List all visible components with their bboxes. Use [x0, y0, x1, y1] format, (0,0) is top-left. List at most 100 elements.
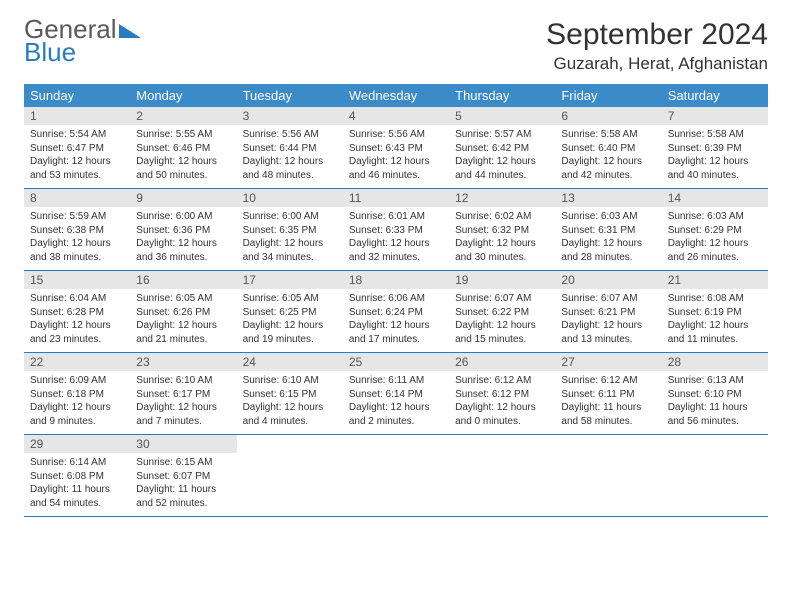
calendar-body: 1Sunrise: 5:54 AMSunset: 6:47 PMDaylight… — [24, 107, 768, 517]
day-cell: 4Sunrise: 5:56 AMSunset: 6:43 PMDaylight… — [343, 107, 449, 189]
day-details: Sunrise: 6:08 AMSunset: 6:19 PMDaylight:… — [662, 289, 768, 352]
day-number: 20 — [555, 271, 661, 289]
day-header: Monday — [130, 84, 236, 107]
day-number: 15 — [24, 271, 130, 289]
day-number: 4 — [343, 107, 449, 125]
day-header: Saturday — [662, 84, 768, 107]
day-cell: 16Sunrise: 6:05 AMSunset: 6:26 PMDayligh… — [130, 271, 236, 353]
logo-blue: Blue — [24, 37, 76, 67]
day-details: Sunrise: 6:00 AMSunset: 6:35 PMDaylight:… — [237, 207, 343, 270]
day-details: Sunrise: 6:09 AMSunset: 6:18 PMDaylight:… — [24, 371, 130, 434]
day-cell: .. — [449, 435, 555, 517]
day-header: Sunday — [24, 84, 130, 107]
day-cell: 6Sunrise: 5:58 AMSunset: 6:40 PMDaylight… — [555, 107, 661, 189]
day-cell: 27Sunrise: 6:12 AMSunset: 6:11 PMDayligh… — [555, 353, 661, 435]
day-cell: 1Sunrise: 5:54 AMSunset: 6:47 PMDaylight… — [24, 107, 130, 189]
header: General Blue September 2024 Guzarah, Her… — [24, 18, 768, 74]
day-number: 1 — [24, 107, 130, 125]
day-number: 25 — [343, 353, 449, 371]
day-cell: 5Sunrise: 5:57 AMSunset: 6:42 PMDaylight… — [449, 107, 555, 189]
day-details: Sunrise: 6:04 AMSunset: 6:28 PMDaylight:… — [24, 289, 130, 352]
day-header: Tuesday — [237, 84, 343, 107]
day-cell: 15Sunrise: 6:04 AMSunset: 6:28 PMDayligh… — [24, 271, 130, 353]
day-number: 7 — [662, 107, 768, 125]
day-cell: 13Sunrise: 6:03 AMSunset: 6:31 PMDayligh… — [555, 189, 661, 271]
day-cell: .. — [555, 435, 661, 517]
day-details: Sunrise: 6:06 AMSunset: 6:24 PMDaylight:… — [343, 289, 449, 352]
day-details: Sunrise: 5:58 AMSunset: 6:40 PMDaylight:… — [555, 125, 661, 188]
day-details: Sunrise: 5:56 AMSunset: 6:43 PMDaylight:… — [343, 125, 449, 188]
day-cell: 22Sunrise: 6:09 AMSunset: 6:18 PMDayligh… — [24, 353, 130, 435]
page-title: September 2024 — [546, 18, 768, 52]
calendar-row: 22Sunrise: 6:09 AMSunset: 6:18 PMDayligh… — [24, 353, 768, 435]
day-details: Sunrise: 5:54 AMSunset: 6:47 PMDaylight:… — [24, 125, 130, 188]
day-number: 18 — [343, 271, 449, 289]
day-cell: .. — [237, 435, 343, 517]
day-header: Thursday — [449, 84, 555, 107]
day-cell: 14Sunrise: 6:03 AMSunset: 6:29 PMDayligh… — [662, 189, 768, 271]
day-cell: .. — [662, 435, 768, 517]
day-number: 26 — [449, 353, 555, 371]
day-number: 12 — [449, 189, 555, 207]
day-header: Wednesday — [343, 84, 449, 107]
day-number: 27 — [555, 353, 661, 371]
day-cell: 11Sunrise: 6:01 AMSunset: 6:33 PMDayligh… — [343, 189, 449, 271]
day-details: Sunrise: 5:56 AMSunset: 6:44 PMDaylight:… — [237, 125, 343, 188]
day-number: 21 — [662, 271, 768, 289]
calendar-row: 15Sunrise: 6:04 AMSunset: 6:28 PMDayligh… — [24, 271, 768, 353]
day-cell: 19Sunrise: 6:07 AMSunset: 6:22 PMDayligh… — [449, 271, 555, 353]
day-cell: 21Sunrise: 6:08 AMSunset: 6:19 PMDayligh… — [662, 271, 768, 353]
day-details: Sunrise: 6:01 AMSunset: 6:33 PMDaylight:… — [343, 207, 449, 270]
day-number: 19 — [449, 271, 555, 289]
day-cell: 8Sunrise: 5:59 AMSunset: 6:38 PMDaylight… — [24, 189, 130, 271]
calendar-head: SundayMondayTuesdayWednesdayThursdayFrid… — [24, 84, 768, 107]
day-number: 3 — [237, 107, 343, 125]
title-block: September 2024 Guzarah, Herat, Afghanist… — [546, 18, 768, 74]
day-details: Sunrise: 5:55 AMSunset: 6:46 PMDaylight:… — [130, 125, 236, 188]
day-details: Sunrise: 5:57 AMSunset: 6:42 PMDaylight:… — [449, 125, 555, 188]
day-cell: 24Sunrise: 6:10 AMSunset: 6:15 PMDayligh… — [237, 353, 343, 435]
day-cell: 7Sunrise: 5:58 AMSunset: 6:39 PMDaylight… — [662, 107, 768, 189]
day-number: 9 — [130, 189, 236, 207]
day-cell: 30Sunrise: 6:15 AMSunset: 6:07 PMDayligh… — [130, 435, 236, 517]
day-cell: 29Sunrise: 6:14 AMSunset: 6:08 PMDayligh… — [24, 435, 130, 517]
day-number: 14 — [662, 189, 768, 207]
day-details: Sunrise: 6:13 AMSunset: 6:10 PMDaylight:… — [662, 371, 768, 434]
calendar-row: 29Sunrise: 6:14 AMSunset: 6:08 PMDayligh… — [24, 435, 768, 517]
day-cell: 17Sunrise: 6:05 AMSunset: 6:25 PMDayligh… — [237, 271, 343, 353]
day-number: 29 — [24, 435, 130, 453]
day-number: 6 — [555, 107, 661, 125]
day-cell: 12Sunrise: 6:02 AMSunset: 6:32 PMDayligh… — [449, 189, 555, 271]
day-cell: 3Sunrise: 5:56 AMSunset: 6:44 PMDaylight… — [237, 107, 343, 189]
day-number: 22 — [24, 353, 130, 371]
location: Guzarah, Herat, Afghanistan — [546, 54, 768, 74]
day-details: Sunrise: 5:58 AMSunset: 6:39 PMDaylight:… — [662, 125, 768, 188]
day-cell: 28Sunrise: 6:13 AMSunset: 6:10 PMDayligh… — [662, 353, 768, 435]
day-cell: 25Sunrise: 6:11 AMSunset: 6:14 PMDayligh… — [343, 353, 449, 435]
day-details: Sunrise: 6:03 AMSunset: 6:29 PMDaylight:… — [662, 207, 768, 270]
day-details: Sunrise: 6:12 AMSunset: 6:11 PMDaylight:… — [555, 371, 661, 434]
day-cell: .. — [343, 435, 449, 517]
day-number: 23 — [130, 353, 236, 371]
day-details: Sunrise: 6:03 AMSunset: 6:31 PMDaylight:… — [555, 207, 661, 270]
calendar-row: 8Sunrise: 5:59 AMSunset: 6:38 PMDaylight… — [24, 189, 768, 271]
day-details: Sunrise: 6:12 AMSunset: 6:12 PMDaylight:… — [449, 371, 555, 434]
day-number: 17 — [237, 271, 343, 289]
day-details: Sunrise: 6:15 AMSunset: 6:07 PMDaylight:… — [130, 453, 236, 516]
day-number: 11 — [343, 189, 449, 207]
logo-sail-icon — [119, 24, 141, 38]
day-cell: 20Sunrise: 6:07 AMSunset: 6:21 PMDayligh… — [555, 271, 661, 353]
day-details: Sunrise: 6:05 AMSunset: 6:26 PMDaylight:… — [130, 289, 236, 352]
logo-text: General Blue — [24, 18, 141, 65]
day-header: Friday — [555, 84, 661, 107]
calendar: SundayMondayTuesdayWednesdayThursdayFrid… — [24, 84, 768, 517]
day-number: 10 — [237, 189, 343, 207]
day-number: 8 — [24, 189, 130, 207]
day-details: Sunrise: 6:05 AMSunset: 6:25 PMDaylight:… — [237, 289, 343, 352]
day-number: 2 — [130, 107, 236, 125]
day-number: 24 — [237, 353, 343, 371]
day-cell: 26Sunrise: 6:12 AMSunset: 6:12 PMDayligh… — [449, 353, 555, 435]
day-details: Sunrise: 6:11 AMSunset: 6:14 PMDaylight:… — [343, 371, 449, 434]
day-details: Sunrise: 6:00 AMSunset: 6:36 PMDaylight:… — [130, 207, 236, 270]
day-details: Sunrise: 6:10 AMSunset: 6:15 PMDaylight:… — [237, 371, 343, 434]
